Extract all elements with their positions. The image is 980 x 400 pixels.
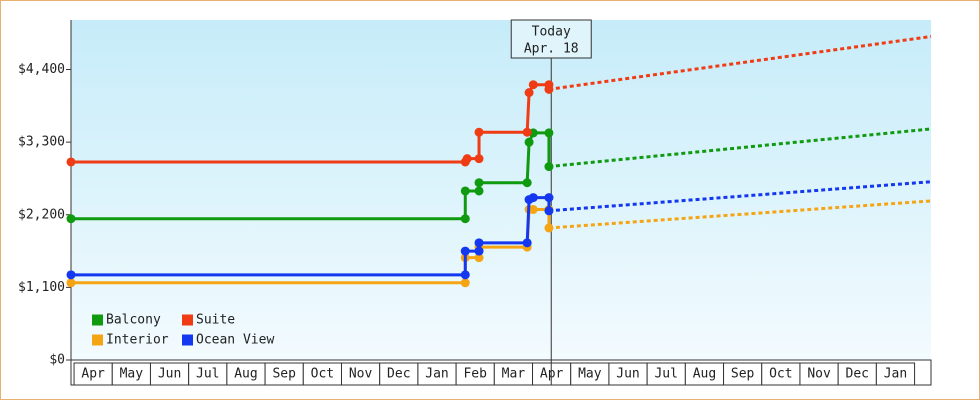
x-tick-label: Jul xyxy=(654,367,677,382)
plot-area xyxy=(71,20,931,360)
point xyxy=(528,204,538,214)
month-cell xyxy=(875,362,916,386)
series-line xyxy=(71,196,551,277)
y-tick-label: $1,100 xyxy=(18,280,65,295)
point xyxy=(522,127,532,137)
point xyxy=(528,193,538,203)
point xyxy=(66,270,76,280)
x-tick-label: Dec xyxy=(387,367,410,382)
x-tick-label: May xyxy=(120,367,144,382)
x-tick-label: Jul xyxy=(196,367,219,382)
today-label: Today xyxy=(532,25,571,40)
point xyxy=(544,162,554,172)
point xyxy=(66,157,76,167)
legend-swatch xyxy=(182,314,193,326)
point xyxy=(544,223,554,233)
legend-label: Interior xyxy=(106,333,169,348)
x-tick-label: Nov xyxy=(807,367,831,382)
legend-swatch xyxy=(92,314,103,326)
point xyxy=(528,80,538,90)
today-date: Apr. 18 xyxy=(524,42,579,57)
point xyxy=(474,253,484,263)
series-line xyxy=(71,131,551,221)
y-tick-label: $2,200 xyxy=(18,207,65,222)
point xyxy=(524,137,534,147)
point xyxy=(474,154,484,164)
point xyxy=(66,214,76,224)
point xyxy=(474,238,484,248)
x-tick-label: Dec xyxy=(846,367,869,382)
x-tick-label: Oct xyxy=(311,367,334,382)
x-tick-label: Nov xyxy=(349,367,373,382)
legend-label: Ocean View xyxy=(196,333,274,348)
point xyxy=(474,178,484,188)
x-tick-label: Jan xyxy=(884,367,907,382)
today-box xyxy=(510,19,592,59)
x-tick-label: Jan xyxy=(425,367,448,382)
point xyxy=(544,128,554,138)
point xyxy=(474,186,484,196)
x-tick-label: Jun xyxy=(616,367,639,382)
x-tick-label: Apr xyxy=(81,367,105,382)
y-tick-label: $4,400 xyxy=(18,62,65,77)
legend-swatch xyxy=(92,334,103,346)
x-tick-label: Sep xyxy=(272,367,296,382)
legend-swatch xyxy=(182,334,193,346)
point xyxy=(460,246,470,256)
point xyxy=(460,186,470,196)
y-tick-label: $0 xyxy=(49,353,65,368)
x-tick-label: Mar xyxy=(502,367,526,382)
point xyxy=(460,278,470,288)
point xyxy=(460,214,470,224)
point xyxy=(522,238,532,248)
x-tick-label: Sep xyxy=(731,367,755,382)
y-tick-label: $3,300 xyxy=(18,135,65,150)
legend-label: Balcony xyxy=(106,313,161,328)
point xyxy=(544,206,554,216)
x-tick-label: Oct xyxy=(769,367,792,382)
x-tick-label: Feb xyxy=(463,367,487,382)
point xyxy=(522,178,532,188)
forecast-line xyxy=(548,180,932,213)
point xyxy=(474,246,484,256)
forecast-line xyxy=(548,35,932,91)
forecast-line xyxy=(548,127,932,169)
point xyxy=(544,84,554,94)
x-tick-label: Aug xyxy=(234,367,257,382)
x-tick-label: Jun xyxy=(158,367,181,382)
point xyxy=(462,154,472,164)
legend-label: Suite xyxy=(196,313,235,328)
point xyxy=(66,278,76,288)
point xyxy=(524,88,534,98)
point xyxy=(460,270,470,280)
point xyxy=(474,127,484,137)
forecast-line xyxy=(548,199,932,230)
x-tick-label: Aug xyxy=(693,367,716,382)
x-tick-label: May xyxy=(578,367,602,382)
point xyxy=(544,193,554,203)
